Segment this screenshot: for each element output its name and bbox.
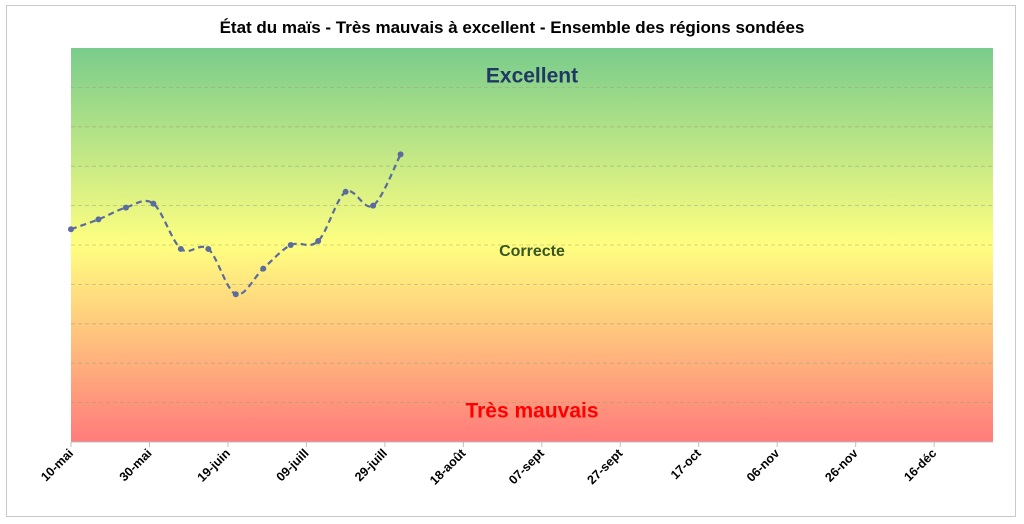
x-tick-label: 07-sept bbox=[506, 446, 547, 487]
data-point bbox=[370, 202, 377, 209]
x-tick-label: 10-mai bbox=[38, 446, 76, 484]
zone-labels: Excellent Correcte Très mauvais bbox=[465, 65, 598, 423]
data-point bbox=[205, 245, 212, 252]
x-tick-label: 06-nov bbox=[744, 446, 782, 484]
x-axis: 10-mai 30-mai 19-juin 09-juill 29-juill 18-ao… bbox=[38, 441, 993, 488]
x-tick-label: 29-juill bbox=[352, 446, 390, 484]
x-tick-label: 17-oct bbox=[668, 446, 705, 483]
data-point bbox=[397, 151, 404, 158]
series-layer bbox=[68, 151, 404, 298]
x-tick-label: 19-juin bbox=[195, 446, 233, 484]
x-tick-label: 16-déc bbox=[901, 446, 939, 484]
zone-label: Excellent bbox=[486, 65, 578, 88]
data-point bbox=[287, 242, 294, 248]
data-point bbox=[68, 226, 74, 233]
data-point bbox=[232, 291, 239, 298]
data-point bbox=[342, 188, 349, 195]
data-point bbox=[260, 265, 267, 272]
data-point bbox=[122, 204, 129, 211]
zone-label: Très mauvais bbox=[465, 399, 598, 422]
data-point bbox=[177, 245, 184, 252]
zone-label: Correcte bbox=[499, 243, 565, 260]
plot-background bbox=[71, 48, 993, 442]
chart-title: État du maïs - Très mauvais à excellent … bbox=[220, 18, 805, 37]
data-point bbox=[150, 200, 157, 207]
x-tick-label: 18-août bbox=[427, 446, 469, 488]
x-tick-label: 26-nov bbox=[822, 446, 860, 484]
data-point bbox=[315, 238, 322, 245]
line-chart: État du maïs - Très mauvais à excellent … bbox=[38, 18, 993, 488]
x-tick-label: 27-sept bbox=[585, 446, 626, 487]
data-point bbox=[95, 216, 102, 223]
x-tick-label: 30-mai bbox=[117, 446, 155, 484]
x-tick-label: 09-juill bbox=[274, 446, 312, 484]
chart-frame: État du maïs - Très mauvais à excellent … bbox=[6, 5, 1016, 517]
